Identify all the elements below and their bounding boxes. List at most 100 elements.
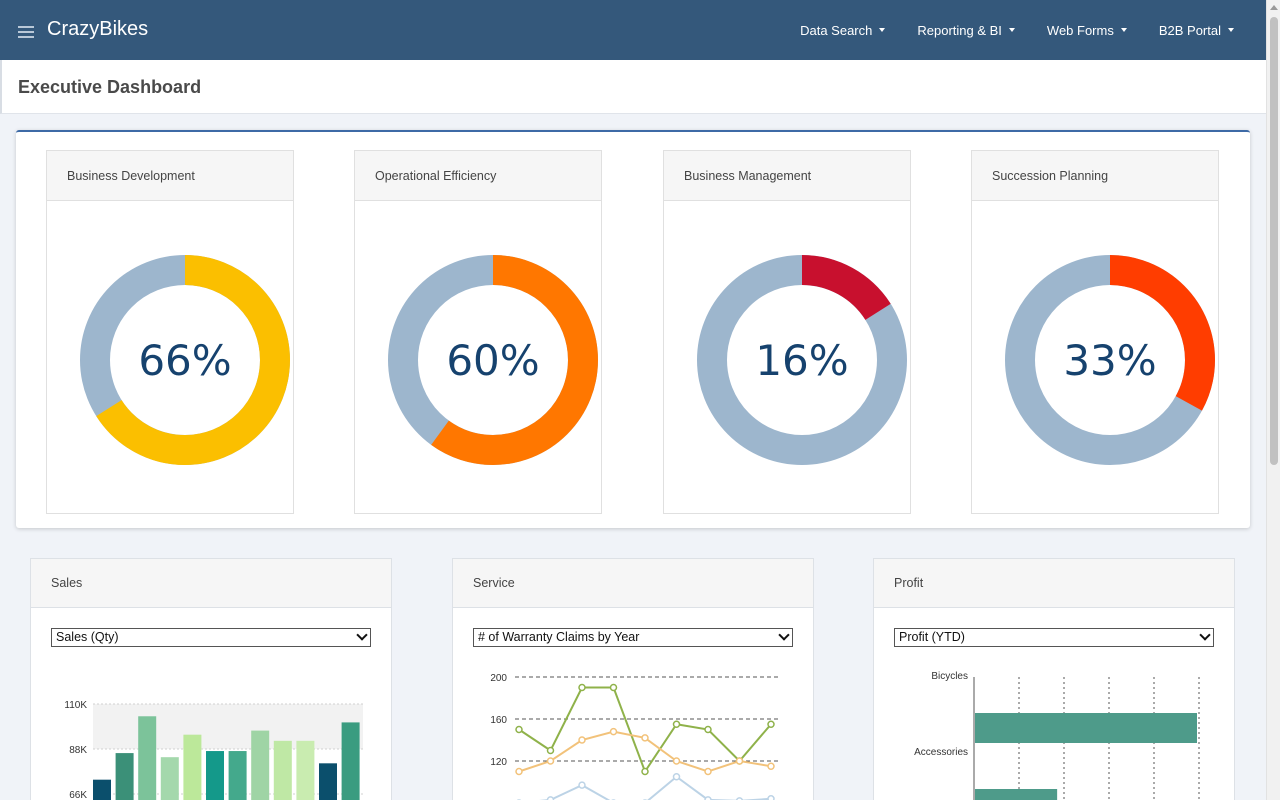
- kpi-card-business-development: Business Development 66%: [46, 150, 294, 514]
- page-scrollbar[interactable]: [1266, 0, 1280, 800]
- scrollbar-thumb[interactable]: [1270, 17, 1278, 465]
- data-point: [672, 757, 681, 765]
- sales-bar-chart: 110K 88K 66K: [64, 700, 363, 800]
- data-point: [767, 762, 775, 770]
- sales-bar: [273, 740, 292, 800]
- caret-down-icon: [879, 28, 886, 32]
- kpi-panel: Business Development 66% Operational Eff…: [16, 130, 1250, 528]
- data-point: [515, 767, 523, 776]
- data-point: [641, 767, 649, 776]
- sales-bar: [251, 730, 270, 800]
- chevron-down-icon: [778, 629, 790, 641]
- data-point: [704, 767, 712, 776]
- data-point: [578, 683, 586, 692]
- data-point: [767, 795, 775, 800]
- profit-card: Profit Profit (YTD) Bicycles Accessories: [873, 558, 1235, 800]
- card-title: Profit: [874, 559, 1234, 608]
- nav-data-search[interactable]: Data Search: [800, 22, 886, 38]
- donut-arc: [388, 255, 598, 465]
- profit-metric-select[interactable]: Profit (YTD): [894, 628, 1214, 647]
- sales-bar: [319, 763, 337, 800]
- sales-bar: [138, 716, 157, 800]
- caret-down-icon: [1228, 28, 1234, 32]
- kpi-value: 16%: [755, 336, 848, 385]
- select-value: # of Warranty Claims by Year: [478, 630, 640, 644]
- select-value: Profit (YTD): [899, 630, 965, 644]
- y-tick-label: 66K: [69, 790, 87, 800]
- nav-reporting-bi[interactable]: Reporting & BI: [917, 23, 1015, 38]
- nav-label: Data Search: [800, 22, 873, 38]
- sales-card: Sales Sales (Qty) 110K 88K 66K: [30, 558, 392, 800]
- profit-bar: [975, 713, 1197, 743]
- select-value: Sales (Qty): [56, 630, 119, 644]
- caret-down-icon: [1120, 28, 1127, 32]
- nav-label: Web Forms: [1046, 22, 1114, 38]
- nav-label: B2B Portal: [1158, 22, 1221, 38]
- y-tick-label: 160: [490, 715, 507, 726]
- kpi-card-operational-efficiency: Operational Efficiency 60%: [354, 150, 602, 514]
- category-label: Accessories: [914, 747, 968, 758]
- hamburger-menu-icon[interactable]: [18, 26, 34, 38]
- sales-bar: [160, 757, 179, 800]
- scroll-up-icon[interactable]: [1270, 5, 1278, 10]
- donut-arc: [1005, 255, 1215, 465]
- donut-chart: 16%: [697, 255, 907, 465]
- page-header: Executive Dashboard: [0, 60, 1266, 114]
- series-line: [518, 686, 772, 774]
- top-navbar: CrazyBikes Data Search Reporting & BI We…: [0, 0, 1266, 60]
- sales-bar: [93, 779, 111, 800]
- data-point: [515, 725, 523, 734]
- data-point: [578, 736, 586, 744]
- data-point: [735, 797, 744, 800]
- caret-down-icon: [1008, 28, 1015, 32]
- page-title: Executive Dashboard: [18, 77, 202, 97]
- service-metric-select[interactable]: # of Warranty Claims by Year: [473, 628, 793, 647]
- plot-band: [93, 704, 363, 749]
- card-title: Service: [453, 559, 813, 608]
- data-point: [641, 734, 649, 742]
- nav-web-forms[interactable]: Web Forms: [1047, 23, 1127, 38]
- sales-bar: [183, 734, 202, 800]
- sales-metric-select[interactable]: Sales (Qty): [51, 628, 371, 647]
- data-point: [704, 725, 712, 734]
- profit-bar: [975, 789, 1058, 800]
- chevron-down-icon: [1199, 629, 1211, 641]
- kpi-card-succession-planning: Succession Planning 33%: [971, 150, 1219, 514]
- donut-chart: 66%: [80, 255, 290, 465]
- data-point: [609, 683, 618, 692]
- main-nav: Data Search Reporting & BI Web Forms B2B…: [800, 0, 1266, 60]
- kpi-card-title: Business Management: [664, 151, 910, 201]
- data-point: [546, 746, 555, 755]
- y-tick-label: 120: [490, 757, 507, 768]
- sales-bar: [228, 751, 247, 800]
- data-point: [672, 720, 681, 728]
- category-label: Bicycles: [931, 671, 968, 682]
- data-point: [735, 757, 744, 765]
- kpi-card-title: Operational Efficiency: [355, 151, 601, 201]
- nav-b2b-portal[interactable]: B2B Portal: [1159, 23, 1234, 38]
- y-tick-label: 88K: [69, 745, 87, 756]
- donut-arc: [697, 255, 907, 465]
- kpi-value: 33%: [1063, 336, 1156, 385]
- data-point: [609, 727, 618, 736]
- sales-bar: [341, 722, 360, 800]
- data-point: [767, 720, 775, 728]
- kpi-value: 60%: [446, 336, 539, 385]
- y-tick-label: 110K: [64, 700, 87, 711]
- y-tick-label: 200: [490, 673, 507, 684]
- sales-bar: [206, 751, 224, 800]
- kpi-value: 66%: [138, 336, 231, 385]
- brand-logo[interactable]: CrazyBikes: [47, 18, 149, 40]
- kpi-card-business-management: Business Management 16%: [663, 150, 911, 514]
- donut-chart: 60%: [388, 255, 598, 465]
- service-line-chart: 20016012080: [490, 673, 779, 800]
- kpi-card-title: Business Development: [47, 151, 293, 201]
- donut-chart: 33%: [1005, 255, 1215, 465]
- series-line: [538, 775, 772, 800]
- chevron-down-icon: [356, 629, 368, 641]
- data-point: [578, 781, 586, 789]
- sales-bar: [296, 740, 315, 800]
- card-title: Sales: [31, 559, 391, 608]
- service-card: Service # of Warranty Claims by Year 200…: [452, 558, 814, 800]
- nav-label: Reporting & BI: [917, 22, 1002, 38]
